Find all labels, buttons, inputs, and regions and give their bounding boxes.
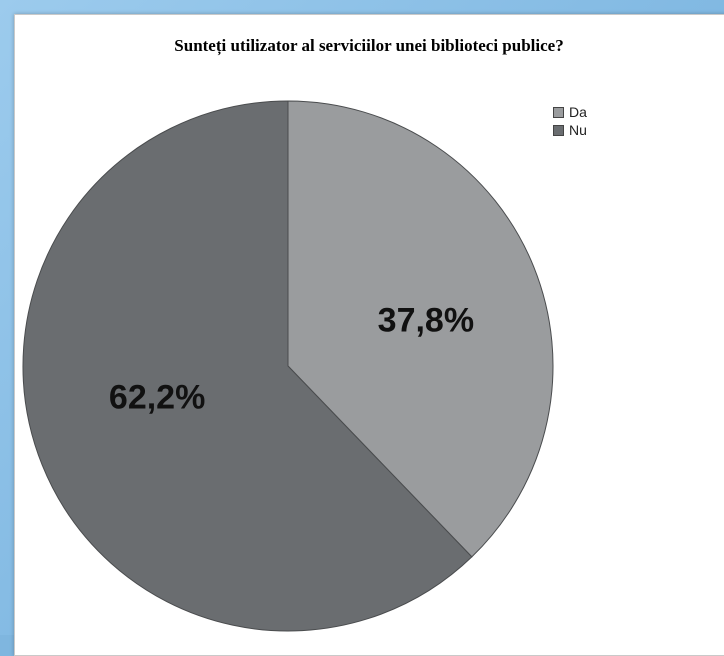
- legend-swatch-da: [553, 106, 564, 118]
- legend-label-nu: Nu: [569, 122, 587, 138]
- slice-label-nu: 62,2%: [109, 379, 205, 417]
- pie-slice-nu: [22, 100, 473, 632]
- chart-title: Sunteți utilizator al serviciilor unei b…: [174, 36, 564, 55]
- legend: Da Nu: [553, 103, 587, 139]
- legend-item-da: Da: [553, 103, 587, 121]
- pie-chart: 37,8% 62,2%: [22, 100, 554, 632]
- legend-label-da: Da: [569, 104, 587, 120]
- legend-swatch-nu: [553, 124, 564, 136]
- pie-slice-da: [287, 100, 554, 558]
- slice-label-da: 37,8%: [378, 301, 474, 339]
- legend-item-nu: Nu: [553, 121, 587, 139]
